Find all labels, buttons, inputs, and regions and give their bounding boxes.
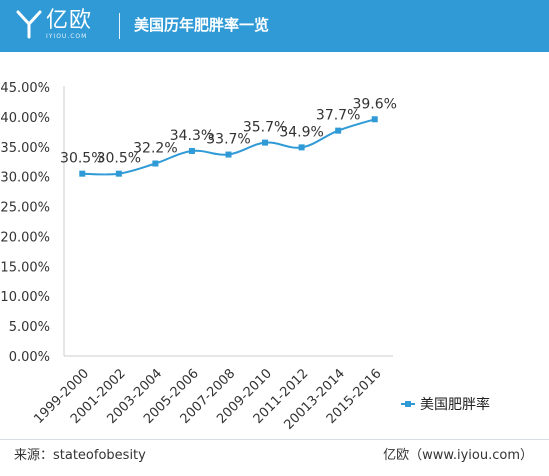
page-title: 美国历年肥胖率一览 xyxy=(134,16,270,34)
data-label: 30.5% xyxy=(97,151,141,167)
brand-logo[interactable]: 亿欧 IYIOU.COM xyxy=(16,6,108,46)
line-chart: 0.00% 5.00% 10.00% 15.00% 20.00% 25.00% 30.00%… xyxy=(0,81,490,433)
data-label: 37.7% xyxy=(316,108,360,124)
y-tick-label: 15.00% xyxy=(0,260,50,275)
header-bar: 亿欧 IYIOU.COM 美国历年肥胖率一览 xyxy=(0,0,549,52)
data-label: 34.3% xyxy=(170,128,214,144)
y-tick-label: 0.00% xyxy=(9,350,50,365)
logo-mark-icon xyxy=(16,10,42,39)
y-tick-label: 40.00% xyxy=(0,111,50,126)
data-point xyxy=(371,116,378,123)
chart-area: 0.00% 5.00% 10.00% 15.00% 20.00% 25.00% 30.00%… xyxy=(0,52,549,440)
data-label: 30.5% xyxy=(60,151,104,167)
data-point xyxy=(152,160,159,167)
site-credit: 亿欧（www.iyiou.com） xyxy=(383,448,533,463)
data-label: 35.7% xyxy=(243,120,287,136)
data-label: 33.7% xyxy=(206,132,250,148)
y-tick-label: 30.00% xyxy=(0,171,50,186)
data-label: 34.9% xyxy=(279,124,323,140)
y-tick-label: 35.00% xyxy=(0,141,50,156)
source-note: 来源：stateofobesity xyxy=(14,448,146,463)
y-tick-label: 45.00% xyxy=(0,81,50,96)
data-point xyxy=(225,151,232,158)
brand-name: 亿欧 xyxy=(46,8,93,33)
legend-marker xyxy=(405,401,411,407)
y-tick-label: 20.00% xyxy=(0,230,50,245)
y-tick-label: 10.00% xyxy=(0,290,50,305)
data-label: 39.6% xyxy=(352,96,396,112)
brand-sub: IYIOU.COM xyxy=(46,33,88,40)
y-tick-label: 5.00% xyxy=(9,320,50,335)
data-point xyxy=(79,170,86,177)
data-point xyxy=(115,170,122,177)
header-divider xyxy=(119,13,120,39)
data-point xyxy=(298,144,305,151)
data-label: 32.2% xyxy=(133,141,177,157)
legend-label: 美国肥胖率 xyxy=(420,396,490,413)
y-tick-label: 25.00% xyxy=(0,201,50,216)
data-point xyxy=(188,147,195,154)
data-point xyxy=(262,139,269,146)
data-point xyxy=(335,127,342,134)
